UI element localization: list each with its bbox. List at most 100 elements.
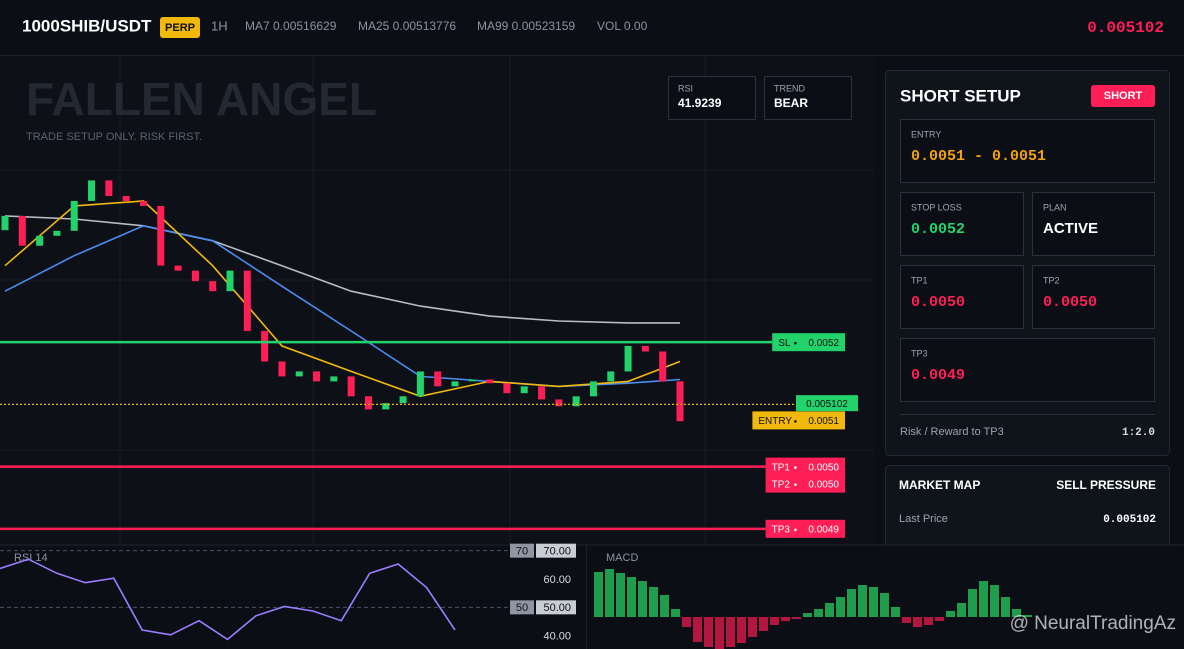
macd-bar xyxy=(880,593,889,617)
candle-body xyxy=(88,180,96,201)
level-sep xyxy=(794,341,797,345)
level-tag xyxy=(765,457,845,476)
macd-bar xyxy=(836,597,845,617)
ma7-readout: MA7 0.00516629 xyxy=(245,19,337,33)
macd-bar xyxy=(792,617,801,619)
candle-body xyxy=(330,376,338,382)
candle-body xyxy=(555,399,563,407)
last-price-tag-label: 0.005102 xyxy=(806,399,848,410)
level-label: 0.0051 xyxy=(808,416,839,427)
tp1-box xyxy=(900,265,1024,329)
entry-value: 0.0051 - 0.0051 xyxy=(911,148,1046,165)
macd-bar xyxy=(594,572,603,617)
candle-body xyxy=(572,396,580,407)
macd-bar xyxy=(847,589,856,617)
candle-body xyxy=(105,180,113,196)
level-label: 0.0052 xyxy=(808,338,839,349)
macd-bar xyxy=(803,613,812,617)
macd-bar xyxy=(638,581,647,617)
level-tag xyxy=(752,411,845,430)
watermark: FALLEN ANGEL xyxy=(26,73,377,125)
candle-body xyxy=(53,230,61,236)
macd-bar xyxy=(858,585,867,617)
candle-body xyxy=(226,270,234,292)
level-label: 0.0049 xyxy=(808,524,839,535)
ma99-readout: MA99 0.00523159 xyxy=(477,19,575,33)
candle-body xyxy=(486,379,494,384)
tagline: TRADE SETUP ONLY. RISK FIRST. xyxy=(26,131,202,143)
level-sep xyxy=(794,528,797,532)
level-name: ENTRY xyxy=(758,416,792,427)
indicator-layer: 70.00 60.00 50.00 40.00 70 50 xyxy=(0,543,1032,649)
macd-bar xyxy=(814,609,823,617)
trend-box-value: BEAR xyxy=(774,96,808,110)
candle-body xyxy=(243,270,251,331)
y-tick-label: 70.00 xyxy=(543,546,571,558)
level-sep xyxy=(794,483,797,486)
candle-body xyxy=(364,396,372,410)
tp2-label: TP2 xyxy=(1043,275,1060,285)
macd-bar xyxy=(1001,597,1010,617)
timeframe[interactable]: 1H xyxy=(211,18,228,33)
candle-body xyxy=(416,371,424,397)
level-label: 0.0050 xyxy=(808,479,839,490)
trend-box xyxy=(764,76,852,120)
candle-body xyxy=(538,386,546,400)
market-state: SELL PRESSURE xyxy=(1056,478,1156,492)
candle-body xyxy=(174,265,182,271)
badge-bg xyxy=(160,17,200,38)
macd-bar xyxy=(737,617,746,643)
plan-box xyxy=(1032,192,1155,256)
candle-body xyxy=(434,371,442,387)
macd-bar xyxy=(748,617,757,637)
macd-bar xyxy=(913,617,922,627)
macd-bar xyxy=(704,617,713,647)
stop-value: 0.0052 xyxy=(911,221,965,238)
rsi-level-label: 70 xyxy=(516,546,528,558)
macd-bar xyxy=(924,617,933,625)
price-layer: SL 0.0052 ENTRY 0.0051 TP1 0.0050 TP2 0.0050 TP3… xyxy=(0,180,858,538)
level-label: 0.0050 xyxy=(808,462,839,473)
macd-bar xyxy=(781,617,790,621)
candle-body xyxy=(261,330,269,362)
macd-bar xyxy=(616,573,625,617)
macd-bar xyxy=(1023,615,1032,617)
badge: PERP xyxy=(165,22,195,34)
rsi-box xyxy=(668,76,756,120)
tick-label-bg xyxy=(536,600,576,615)
macd-bar xyxy=(979,581,988,617)
last-price-tag xyxy=(796,395,858,412)
macd-bar xyxy=(935,617,944,621)
candle-body xyxy=(641,345,649,352)
tp3-value: 0.0049 xyxy=(911,367,965,384)
level-tag xyxy=(765,474,845,493)
side-badge-bg xyxy=(1091,85,1155,107)
macd-bar xyxy=(715,617,724,649)
setup-title: SHORT SETUP xyxy=(900,86,1021,105)
level-name: SL xyxy=(778,338,791,349)
ma25-readout: MA25 0.00513776 xyxy=(358,19,456,33)
macd-bar xyxy=(605,569,614,617)
macd-bar xyxy=(869,587,878,617)
entry-label: ENTRY xyxy=(911,129,941,139)
candle-body xyxy=(139,200,147,206)
rr-value: 1:2.0 xyxy=(1122,427,1155,439)
plan-value: ACTIVE xyxy=(1043,220,1098,237)
macd-bar xyxy=(770,617,779,625)
candle-body xyxy=(36,235,44,246)
macd-bar xyxy=(649,587,658,617)
watermark-handle: @ NeuralTradingAz xyxy=(1010,613,1176,634)
level-sep xyxy=(794,420,797,423)
rsi-level-tag xyxy=(510,543,534,558)
macd-bar xyxy=(957,603,966,617)
macd-bar xyxy=(1012,609,1021,617)
macd-bar xyxy=(627,577,636,617)
market-map-title: MARKET MAP xyxy=(899,478,980,492)
candle-body xyxy=(503,383,511,394)
macd-bar xyxy=(891,607,900,617)
vol-readout: VOL 0.00 xyxy=(597,19,648,33)
candle-body xyxy=(1,215,9,231)
candle-body xyxy=(278,361,286,377)
candle-body xyxy=(399,396,407,404)
macd-bar xyxy=(671,609,680,617)
